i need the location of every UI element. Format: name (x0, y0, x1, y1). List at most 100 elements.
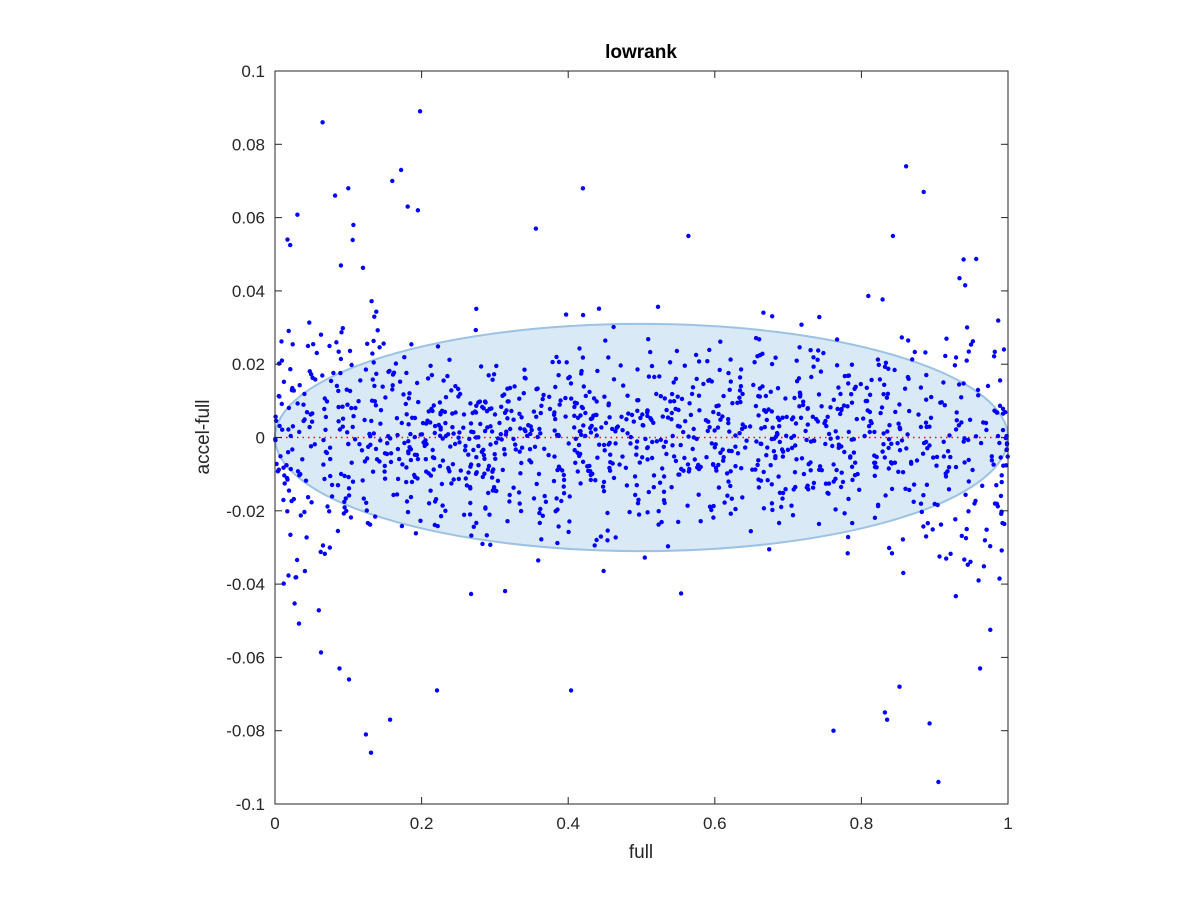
data-point (927, 721, 932, 726)
data-point (349, 460, 354, 465)
data-point (738, 384, 744, 389)
data-point (978, 440, 984, 446)
data-point (592, 543, 597, 548)
data-point (425, 376, 431, 381)
data-point (645, 457, 650, 462)
data-point (752, 360, 757, 365)
data-point (849, 437, 854, 442)
data-point (911, 482, 917, 487)
data-point (999, 473, 1004, 478)
data-point (674, 348, 680, 354)
data-point (502, 452, 507, 457)
data-point (364, 500, 369, 505)
data-point (966, 479, 971, 484)
data-point (369, 398, 375, 403)
data-point (868, 419, 873, 424)
data-point (833, 507, 838, 512)
data-point (777, 490, 783, 495)
data-point (535, 434, 540, 440)
data-point (613, 441, 618, 446)
data-point (428, 420, 433, 425)
data-point (771, 449, 777, 454)
data-point (662, 396, 667, 401)
data-point (780, 454, 786, 459)
data-point (790, 513, 796, 518)
x-tick-label: 1 (1003, 814, 1012, 833)
data-point (560, 468, 565, 473)
data-point (613, 429, 618, 434)
data-point (654, 391, 659, 397)
data-point (721, 393, 726, 399)
data-point (334, 340, 339, 345)
data-point (921, 189, 926, 195)
data-point (636, 497, 641, 502)
data-point (340, 404, 345, 409)
data-point (489, 429, 495, 434)
data-point (961, 381, 966, 386)
data-point (655, 304, 661, 309)
data-point (436, 422, 441, 428)
data-point (441, 378, 446, 383)
data-point (923, 420, 929, 425)
data-point (284, 475, 290, 481)
data-point (476, 443, 481, 449)
data-point (601, 479, 607, 485)
data-point (301, 418, 306, 424)
data-point (959, 395, 964, 400)
data-point (527, 447, 533, 452)
data-point (831, 397, 836, 402)
data-point (985, 383, 991, 389)
data-point (438, 410, 443, 415)
data-point (568, 381, 574, 386)
data-point (415, 208, 421, 213)
data-point (286, 488, 292, 493)
data-point (697, 408, 702, 413)
data-point (705, 428, 710, 434)
data-point (784, 414, 789, 420)
data-point (780, 490, 786, 496)
data-point (404, 370, 409, 376)
data-point (356, 399, 361, 404)
data-point (340, 424, 345, 429)
data-point (823, 481, 829, 486)
data-point (329, 494, 335, 499)
data-point (866, 424, 872, 429)
data-point (483, 400, 488, 405)
data-point (777, 439, 782, 445)
y-tick-label: 0.02 (232, 355, 265, 374)
data-point (628, 434, 633, 440)
data-point (381, 341, 386, 346)
data-point (954, 410, 959, 415)
data-point (365, 456, 370, 461)
data-point (353, 405, 358, 411)
data-point (919, 509, 924, 515)
data-point (426, 501, 432, 506)
data-point (652, 374, 657, 380)
data-point (761, 506, 767, 511)
data-point (327, 509, 332, 514)
data-point (831, 462, 836, 467)
data-point (488, 442, 493, 447)
data-point (531, 409, 537, 414)
data-point (992, 349, 997, 354)
data-point (305, 495, 311, 500)
data-point (372, 314, 377, 319)
data-point (581, 423, 586, 428)
data-point (645, 445, 650, 451)
data-point (811, 438, 816, 443)
data-point (897, 402, 902, 407)
data-point (757, 394, 762, 399)
data-point (555, 540, 560, 546)
data-point (897, 448, 903, 453)
data-point (595, 368, 600, 374)
data-point (780, 449, 786, 454)
data-point (884, 717, 890, 722)
data-point (281, 581, 286, 586)
data-point (664, 407, 669, 413)
data-point (808, 348, 813, 353)
data-point (959, 533, 964, 539)
data-point (575, 469, 580, 474)
data-point (692, 457, 697, 462)
data-point (491, 485, 497, 490)
data-point (798, 392, 803, 397)
